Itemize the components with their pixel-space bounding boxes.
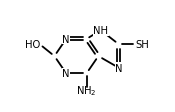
Text: NH$_2$: NH$_2$ bbox=[76, 84, 97, 97]
Text: N: N bbox=[62, 69, 70, 79]
Text: N: N bbox=[115, 63, 123, 73]
Text: HO: HO bbox=[25, 40, 40, 50]
Text: NH: NH bbox=[93, 26, 108, 36]
Text: SH: SH bbox=[136, 40, 149, 50]
Text: N: N bbox=[62, 35, 70, 44]
